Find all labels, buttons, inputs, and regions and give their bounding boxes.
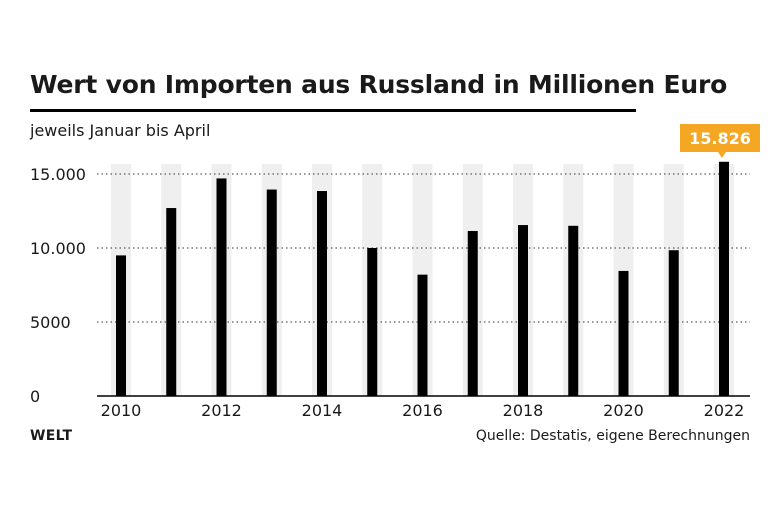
bar: [266, 189, 277, 396]
y-tick-label: 10.000: [30, 239, 86, 258]
bar: [417, 274, 428, 396]
x-tick-label: 2020: [603, 401, 644, 420]
source-note: Quelle: Destatis, eigene Berechnungen: [475, 428, 750, 444]
bar: [216, 178, 227, 396]
x-tick-label: 2016: [402, 401, 443, 420]
bar: [116, 255, 126, 396]
highlight-callout: [680, 124, 760, 152]
welt-logo: WELT: [30, 428, 73, 444]
x-tick-label: 2022: [704, 401, 745, 420]
bar: [317, 191, 327, 396]
bar: [568, 225, 579, 396]
bar: [367, 248, 378, 396]
y-tick-label: 5000: [30, 313, 71, 332]
chart-title: Wert von Importen aus Russland in Millio…: [30, 70, 728, 99]
x-tick-label: 2014: [302, 401, 343, 420]
y-tick-label: 0: [30, 387, 40, 406]
data-label: 15.826: [689, 129, 751, 148]
x-tick-label: 2010: [101, 401, 142, 420]
bar: [719, 161, 729, 396]
bar: [668, 250, 679, 396]
y-tick-label: 15.000: [30, 165, 86, 184]
chart-subtitle: jeweils Januar bis April: [30, 121, 211, 140]
callout-pointer: [718, 152, 726, 158]
bar: [166, 208, 177, 396]
title-rule: [30, 109, 636, 112]
bar: [467, 230, 478, 396]
bar: [518, 225, 528, 396]
x-tick-label: 2012: [201, 401, 242, 420]
bar: [618, 270, 629, 396]
x-tick-label: 2018: [503, 401, 544, 420]
